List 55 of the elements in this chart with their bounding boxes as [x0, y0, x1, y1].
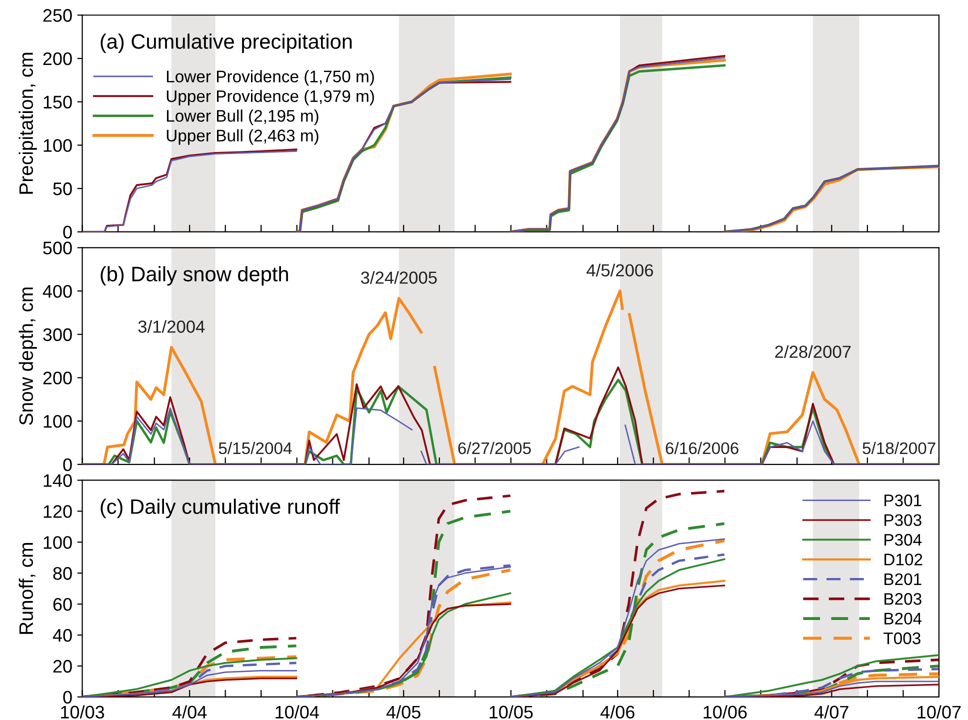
x-tick-label: 10/07 [918, 705, 961, 719]
annotation: 3/1/2004 [138, 320, 205, 333]
x-tick-label: 10/04 [276, 705, 319, 719]
text: (b) Daily snow depth [100, 266, 288, 286]
x-tick-label: 4/07 [814, 705, 848, 719]
annotation: 4/5/2006 [586, 264, 654, 276]
annotation: 2/28/2007 [775, 345, 851, 358]
annotation: 5/18/2007 [862, 442, 936, 454]
legend-label: T003 [884, 632, 920, 644]
legend-label: D102 [884, 554, 922, 566]
y-tick-label: 500 [43, 242, 72, 254]
annotation: 6/16/2006 [666, 442, 738, 454]
y-tick-label: 100 [44, 139, 72, 152]
y-axis-title: Precipitation, cm [18, 52, 37, 194]
y-tick-label: 400 [42, 284, 72, 298]
y-tick-label: 50 [53, 182, 72, 196]
y-tick-label: 60 [53, 598, 72, 611]
legend-label: B201 [884, 573, 922, 586]
y-tick-label: 140 [44, 474, 72, 487]
y-tick-label: 100 [44, 414, 72, 428]
y-tick-label: 200 [43, 52, 72, 66]
y-tick-label: 40 [52, 628, 72, 642]
legend-label: Upper Providence (1,979 m) [166, 90, 374, 106]
y-tick-label: 300 [43, 328, 72, 342]
y-tick-label: 80 [53, 567, 72, 580]
legend-label: B203 [884, 593, 922, 605]
legend-label: Lower Bull (2,195 m) [166, 110, 318, 126]
y-tick-label: 20 [53, 660, 72, 673]
text: (a) Cumulative precipitation [100, 34, 352, 54]
x-tick-label: 10/03 [61, 705, 104, 719]
y-axis-title: Runoff, cm [18, 543, 36, 634]
x-tick-label: 4/04 [172, 705, 207, 719]
legend-label: P301 [884, 494, 922, 506]
y-tick-label: 0 [63, 226, 72, 239]
text: (c) Daily cumulative runoff [100, 498, 340, 518]
legend-label: Lower Providence (1,750 m) [166, 70, 374, 86]
y-axis-title: Snow depth, cm [18, 288, 37, 425]
legend-label: B204 [884, 612, 922, 625]
y-tick-label: 250 [43, 9, 72, 22]
x-tick-label: 10/05 [490, 705, 533, 719]
y-tick-label: 0 [63, 690, 72, 704]
annotation: 6/27/2005 [458, 442, 531, 454]
x-tick-label: 4/05 [386, 705, 420, 719]
annotation: 3/24/2005 [360, 271, 437, 284]
y-tick-label: 120 [44, 505, 72, 518]
y-tick-label: 150 [44, 96, 72, 109]
x-tick-label: 4/06 [600, 705, 634, 719]
x-tick-label: 10/06 [704, 705, 747, 719]
legend-label: P303 [884, 514, 922, 526]
y-tick-label: 200 [43, 372, 72, 384]
y-tick-label: 100 [44, 536, 72, 549]
y-tick-label: 0 [63, 458, 72, 472]
legend-label: Upper Bull (2,463 m) [166, 129, 318, 145]
legend-label: P304 [884, 534, 922, 546]
annotation: 5/15/2004 [218, 442, 292, 454]
